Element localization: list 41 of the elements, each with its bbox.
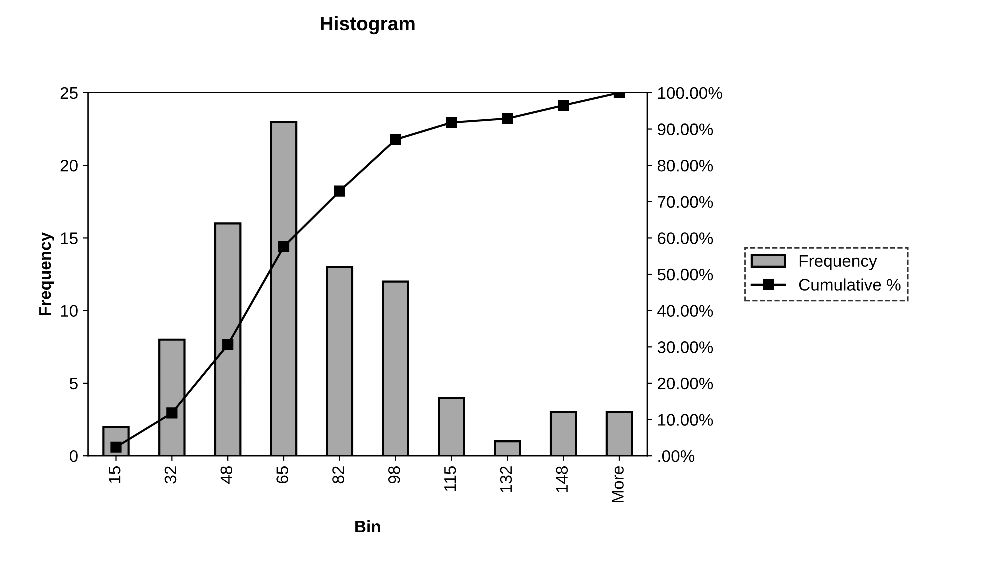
x-tick-label: 65: [276, 466, 288, 484]
x-tick-label: 32: [164, 466, 177, 484]
legend-label: Cumulative %: [799, 278, 901, 291]
point: [222, 339, 234, 351]
chart-title: Histogram: [321, 16, 415, 35]
point: [502, 113, 514, 124]
y-tick-label: 10: [61, 305, 78, 318]
y2-tick-label: 90.00%: [658, 124, 714, 136]
x-tick-label: 48: [220, 466, 233, 484]
x-tick-label: 82: [332, 466, 344, 484]
y2-tick-label: 100.00%: [658, 87, 722, 100]
y2-tick-label: 20.00%: [658, 378, 714, 390]
y2-tick-label: .00%: [658, 450, 695, 462]
point: [390, 134, 402, 146]
point: [334, 186, 346, 197]
y2-tick-label: 10.00%: [658, 414, 714, 426]
x-tick-label: More: [612, 466, 624, 502]
y2-tick-label: 60.00%: [658, 232, 714, 244]
x-tick-label: 132: [500, 466, 512, 492]
point: [110, 442, 122, 453]
y2-tick-label: 80.00%: [658, 160, 714, 172]
y-tick-label: 0: [70, 450, 78, 462]
x-tick-label: 115: [444, 466, 456, 492]
y2-tick-label: 40.00%: [658, 305, 714, 318]
y-tick-label: 15: [61, 232, 78, 244]
x-tick-label: 148: [556, 466, 568, 492]
y-axis-title: Frequency: [40, 232, 54, 316]
y2-tick-label: 30.00%: [658, 342, 714, 354]
point: [558, 100, 570, 112]
y2-tick-label: 50.00%: [658, 268, 714, 281]
y-tick-label: 20: [60, 160, 78, 172]
point: [278, 241, 290, 252]
point: [166, 408, 178, 419]
y-tick-label: 25: [60, 87, 78, 100]
x-tick-label: 98: [388, 466, 400, 484]
point: [446, 117, 458, 128]
legend-label: Frequency: [800, 255, 878, 270]
x-tick-label: 15: [109, 466, 121, 484]
y2-tick-label: 70.00%: [658, 196, 714, 208]
y-tick-label: 5: [70, 378, 78, 390]
x-axis-title: Bin: [356, 520, 380, 533]
